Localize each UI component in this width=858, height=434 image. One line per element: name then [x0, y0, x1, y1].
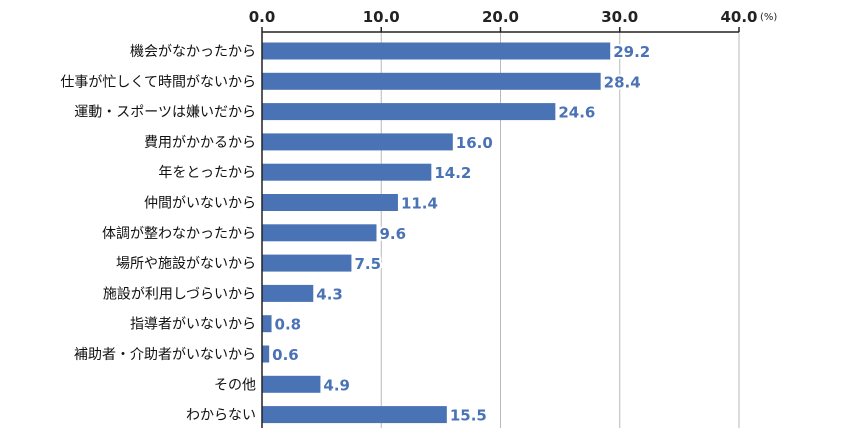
x-tick-label: 30.0	[601, 8, 638, 26]
category-label: 機会がなかったから	[130, 44, 256, 60]
x-tick-label: 10.0	[363, 8, 400, 26]
category-label: 費用がかかるから	[144, 135, 256, 151]
data-label: 0.8	[275, 316, 302, 334]
data-label: 14.2	[434, 164, 471, 182]
x-tick-label: 20.0	[482, 8, 519, 26]
data-label: 29.2	[613, 43, 650, 61]
category-label: 年をとったから	[158, 165, 256, 181]
bar	[262, 42, 611, 60]
bar	[262, 224, 377, 242]
data-label: 4.9	[323, 376, 350, 394]
category-labels: 機会がなかったから仕事が忙しくて時間がないから運動・スポーツは嫌いだから費用がか…	[60, 44, 256, 424]
category-label: 体調が整わなかったから	[102, 226, 256, 242]
data-label: 7.5	[354, 255, 381, 273]
bar	[262, 72, 601, 90]
category-label: 運動・スポーツは嫌いだから	[74, 105, 256, 121]
bar	[262, 315, 272, 333]
data-label: 28.4	[604, 73, 641, 91]
tick-labels: 0.0 10.0 20.0 30.0 40.0	[249, 8, 758, 26]
category-label: 場所や施設がないから	[116, 256, 256, 272]
data-label: 11.4	[401, 195, 438, 213]
data-label: 15.5	[450, 407, 487, 425]
bar	[262, 194, 398, 211]
bar	[262, 133, 453, 151]
data-label: 0.6	[272, 346, 299, 364]
data-label: 4.3	[316, 285, 343, 303]
bar	[262, 163, 432, 181]
data-label: 16.0	[456, 134, 493, 152]
bars	[262, 42, 611, 424]
category-label: その他	[214, 377, 256, 393]
category-label: 仲間がいないから	[144, 196, 256, 212]
category-label: わからない	[186, 408, 256, 424]
data-label: 9.6	[379, 225, 406, 243]
x-tick-label: 0.0	[249, 8, 276, 26]
gridlines	[380, 32, 740, 428]
bar	[262, 345, 270, 363]
category-label: 指導者がいないから	[130, 317, 256, 333]
bar	[262, 254, 352, 272]
bar	[262, 103, 556, 121]
category-label: 仕事が忙しくて時間がないから	[60, 74, 256, 90]
bar	[262, 406, 447, 424]
bar	[262, 375, 321, 393]
category-label: 施設が利用しづらいから	[103, 286, 256, 302]
x-tick-label: 40.0	[720, 8, 757, 26]
unit-label: (%)	[760, 12, 777, 23]
category-label: 補助者・介助者がいないから	[74, 347, 256, 363]
bar	[262, 284, 314, 302]
axes	[261, 27, 740, 428]
data-label: 24.6	[558, 104, 595, 122]
data-labels: 29.2 28.4 24.6 16.0 14.2 11.4 9.6 7.5 4.3 0.8 0.6 4…	[270, 41, 652, 427]
